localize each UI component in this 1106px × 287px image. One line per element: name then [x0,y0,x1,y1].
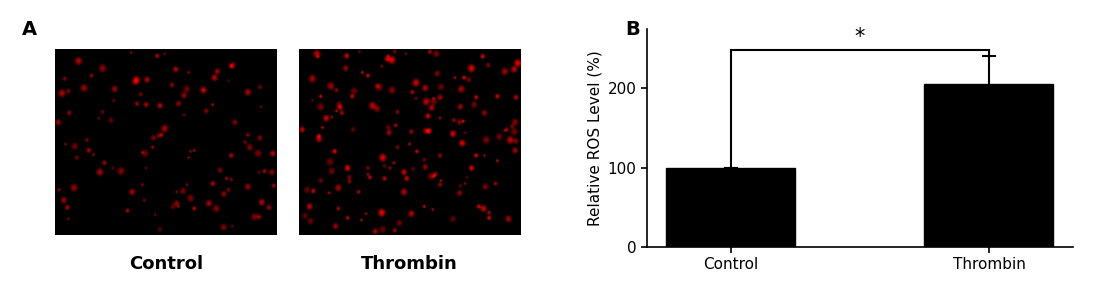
Bar [925,84,1053,247]
Text: A: A [22,20,38,39]
Bar [666,168,795,247]
Text: Thrombin: Thrombin [361,255,458,274]
Text: *: * [855,27,865,47]
Y-axis label: Relative ROS Level (%): Relative ROS Level (%) [587,50,602,226]
Text: B: B [625,20,639,39]
Text: Control: Control [128,255,204,274]
